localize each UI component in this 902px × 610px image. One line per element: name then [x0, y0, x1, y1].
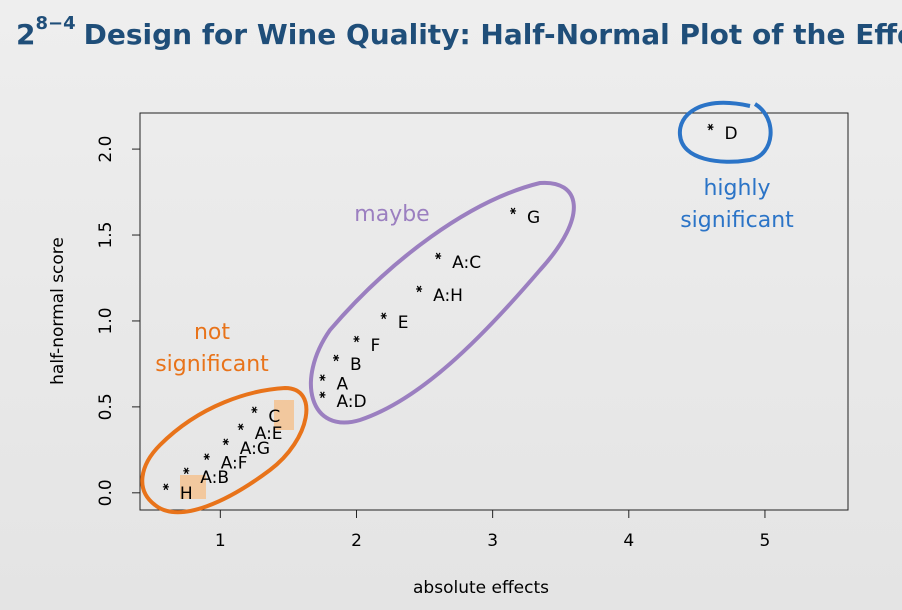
x-tick-label: 3: [487, 531, 498, 551]
annotation-line: significant: [680, 208, 794, 233]
point: [183, 467, 190, 475]
point-label: A:E: [255, 424, 283, 444]
title-text: Design for Wine Quality: Half-Normal Plo…: [84, 18, 902, 51]
annotation-line: highly: [703, 176, 770, 201]
point-label: D: [724, 124, 737, 144]
point-label: A:H: [433, 286, 463, 306]
x-tick-label: 2: [351, 531, 362, 551]
point: [510, 207, 517, 215]
point: [203, 453, 210, 461]
y-tick-label: 2.0: [96, 136, 116, 163]
annotation: highly significant: [680, 176, 794, 233]
point-label: G: [527, 208, 540, 228]
point: [416, 285, 423, 293]
point: [222, 438, 229, 446]
x-axis-label: absolute effects: [413, 578, 549, 598]
point-label: B: [350, 355, 362, 375]
y-tick-label: 0.0: [96, 479, 116, 506]
title-base: 2: [16, 18, 35, 51]
point: [707, 123, 714, 131]
annotation: not significant: [155, 320, 269, 377]
point: [353, 335, 360, 343]
point: [237, 423, 244, 431]
annotation: maybe: [354, 202, 429, 227]
y-axis-label: half-normal score: [48, 237, 68, 385]
point-label: A:C: [452, 253, 481, 273]
point-label: A:B: [200, 468, 229, 488]
y-tick-label: 1.0: [96, 307, 116, 334]
point-label: E: [398, 313, 409, 333]
y-tick-label: 0.5: [96, 393, 116, 420]
x-tick-label: 1: [215, 531, 226, 551]
x-tick-label: 4: [623, 531, 634, 551]
point-label: H: [180, 484, 193, 504]
point-label: A: [336, 375, 348, 395]
point: [380, 312, 387, 320]
highly-significant-outline: [677, 100, 773, 164]
annotation-line: significant: [155, 352, 269, 377]
point: [251, 406, 258, 414]
annotation-line: maybe: [354, 202, 429, 227]
point: [319, 391, 326, 399]
point: [162, 483, 169, 491]
point-label: F: [370, 336, 380, 356]
point: [435, 252, 442, 260]
y-tick-label: 1.5: [96, 221, 116, 248]
slide-title: 28−4 Design for Wine Quality: Half-Normal…: [16, 13, 902, 51]
title-exponent: 8−4: [35, 13, 75, 34]
highlight-c: [274, 400, 294, 430]
point: [319, 374, 326, 381]
point-label: A:D: [336, 392, 366, 412]
point-label: C: [268, 407, 280, 427]
x-tick-label: 5: [760, 531, 771, 551]
annotation-line: not: [194, 320, 230, 345]
point-label: A:G: [240, 439, 270, 459]
not-significant-outline: [140, 385, 309, 515]
plot-frame: [139, 112, 849, 511]
highlight-h: [180, 475, 206, 499]
point: [333, 354, 340, 362]
maybe-outline: [308, 180, 576, 425]
point-label: A:F: [221, 454, 248, 474]
